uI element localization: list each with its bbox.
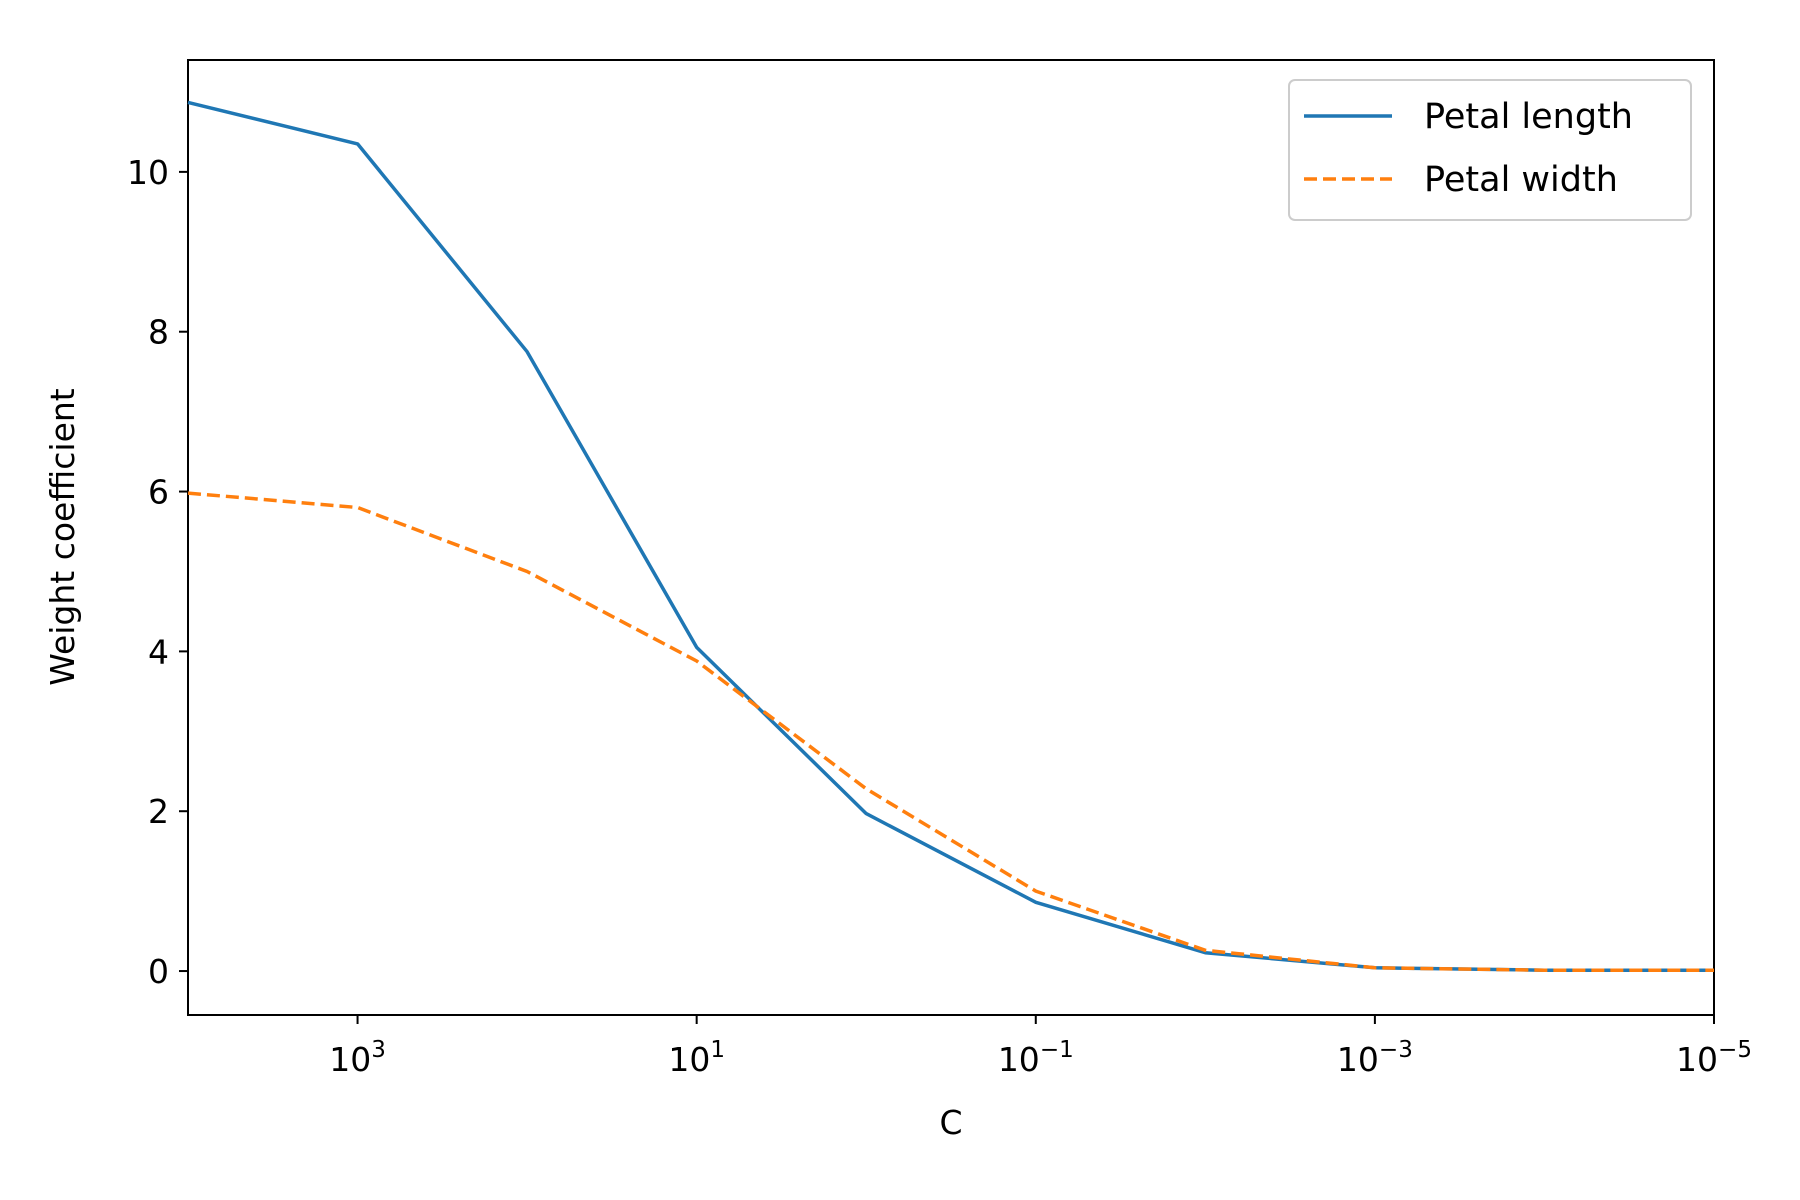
x-tick-label: 103 (329, 1037, 386, 1079)
y-tick-label: 10 (127, 153, 169, 192)
y-axis-label: Weight coefficient (43, 388, 82, 686)
x-tick-label: 10−1 (998, 1037, 1074, 1079)
y-tick-label: 0 (148, 952, 169, 991)
x-tick-label: 101 (668, 1037, 725, 1079)
y-tick-label: 8 (148, 313, 169, 352)
y-tick-label: 2 (148, 792, 169, 831)
x-axis-label: C (939, 1103, 962, 1142)
legend: Petal length Petal width (1288, 79, 1692, 221)
series-lines (187, 100, 1714, 972)
legend-label-petal-width: Petal width (1424, 160, 1618, 200)
y-axis: 0 2 4 6 8 10 (127, 153, 188, 991)
y-tick-label: 6 (148, 473, 169, 512)
series-line-petal-width (187, 491, 1714, 972)
x-tick-label: 10−5 (1676, 1037, 1752, 1079)
x-axis: 103 101 10−1 10−3 10−5 (329, 1015, 1752, 1079)
y-tick-label: 4 (148, 632, 169, 671)
legend-label-petal-length: Petal length (1424, 97, 1633, 137)
x-tick-label: 10−3 (1337, 1037, 1413, 1079)
